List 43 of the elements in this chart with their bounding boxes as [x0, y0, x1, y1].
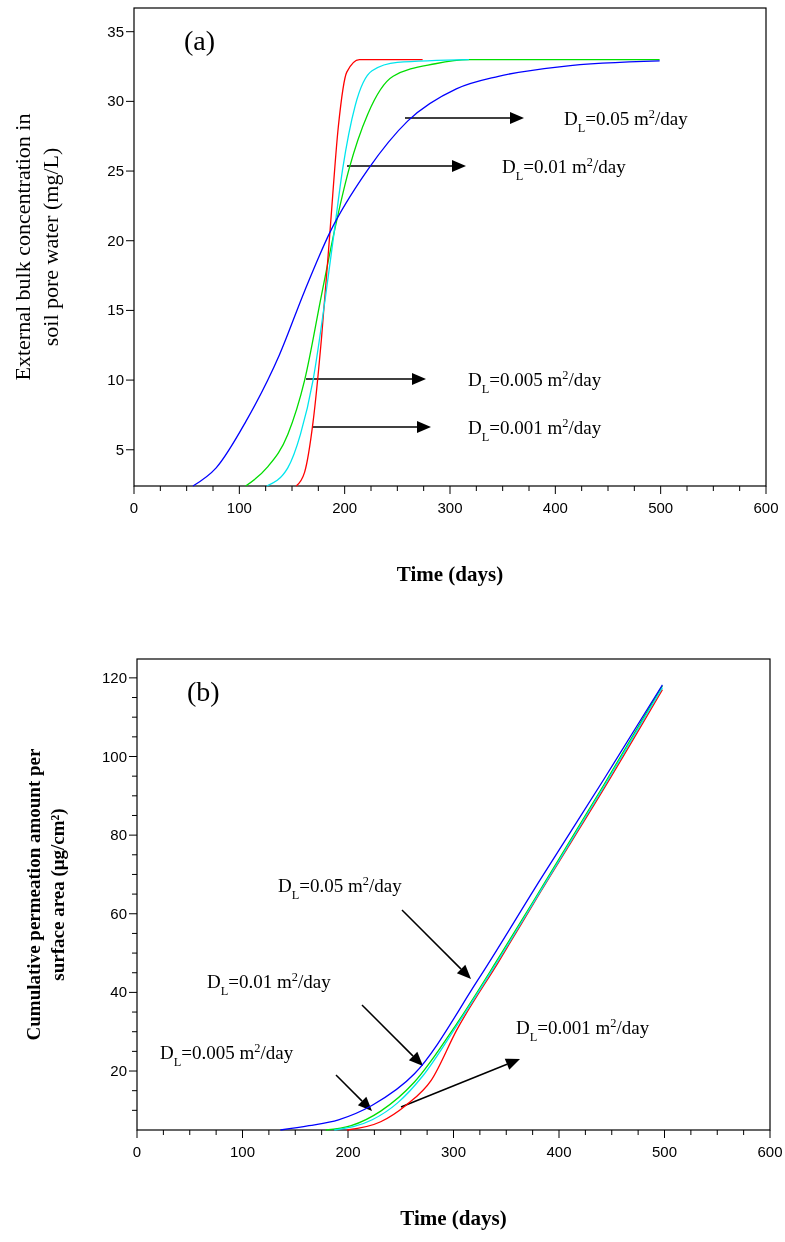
annotation: D$_{L}$=0.05 m$^{2}$/day	[564, 107, 689, 135]
annotation: D$_{L}$=0.005 m$^{2}$/day	[468, 368, 602, 396]
y-tick-label: 60	[110, 904, 127, 922]
x-tick-label: 300	[440, 1143, 467, 1160]
x-tick-label: 500	[648, 499, 674, 516]
y-tick-label: 100	[101, 747, 127, 765]
y-axis-title: Cumulative permeation amount per surface area (μg/cm²)	[23, 748, 69, 1041]
y-axis-title: External bulk concentration in soil pore water (mg/L)	[10, 113, 63, 381]
annotation: D$_{L}$=0.01 m$^{2}$/day	[207, 970, 332, 998]
x-tick-label: 400	[542, 499, 568, 516]
x-tick-label: 0	[129, 499, 139, 516]
x-tick-label: 500	[651, 1143, 678, 1160]
annotation: D$_{L}$=0.001 m$^{2}$/day	[516, 1016, 650, 1044]
y-tick-label: 40	[110, 983, 127, 1001]
line-series	[266, 58, 470, 487]
annotation: D$_{L}$=0.001 m$^{2}$/day	[468, 416, 602, 444]
x-axis-title: Time (days)	[400, 1206, 507, 1230]
y-tick-label: 30	[107, 92, 124, 110]
text: (a)	[184, 25, 216, 56]
line-series	[295, 58, 424, 487]
y-tick-label: 80	[110, 826, 127, 844]
x-tick-label: 100	[229, 1143, 256, 1160]
y-tick-label: 10	[107, 371, 124, 389]
y-tick-label: 15	[107, 301, 124, 319]
y-tick-label: 35	[107, 22, 124, 40]
y-tick-label: 20	[110, 1062, 127, 1080]
x-tick-label: 600	[757, 1143, 783, 1160]
annotation: D$_{L}$=0.01 m$^{2}$/day	[502, 155, 627, 183]
x-tick-label: 200	[332, 499, 358, 516]
y-tick-label: 20	[107, 231, 124, 249]
y-tick-label: 25	[107, 162, 124, 180]
x-tick-label: 300	[437, 499, 463, 516]
x-axis-title: Time (days)	[396, 562, 504, 586]
x-tick-label: 200	[335, 1143, 361, 1160]
x-tick-label: 0	[132, 1143, 142, 1160]
annotation: D$_{L}$=0.05 m$^{2}$/day	[278, 874, 403, 902]
y-tick-label: 5	[115, 440, 124, 458]
x-tick-label: 100	[226, 499, 252, 516]
annotation: D$_{L}$=0.005 m$^{2}$/day	[160, 1041, 294, 1069]
x-tick-label: 600	[753, 499, 779, 516]
text: (b)	[187, 676, 220, 707]
x-tick-label: 400	[546, 1143, 572, 1160]
y-tick-label: 120	[101, 668, 127, 686]
